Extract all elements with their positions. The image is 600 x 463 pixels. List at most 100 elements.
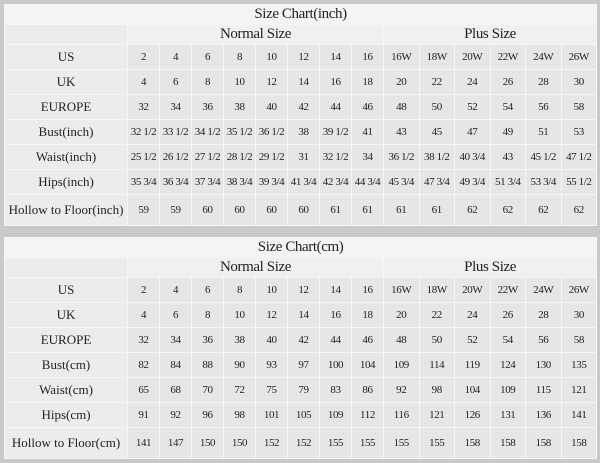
size-cell: 8 (223, 277, 256, 303)
size-cell: 39 3/4 (255, 169, 288, 195)
size-cell: 22 (418, 69, 455, 95)
size-cell: 92 (159, 402, 192, 428)
size-cell: 48 (383, 327, 420, 353)
row-label: Bust(cm) (4, 352, 128, 378)
row-label: US (4, 277, 128, 303)
row-label: US (4, 44, 128, 70)
size-cell: 44 (319, 94, 352, 120)
row-label: Hollow to Floor(cm) (4, 427, 128, 459)
table-row: UK 4 6 8 10 12 14 16 18 20 22 24 26 28 30 (4, 302, 598, 328)
group-plus-size: Plus Size (382, 257, 598, 278)
size-cell: 6 (191, 44, 224, 70)
size-cell: 30 (560, 69, 598, 95)
size-cell: 10 (255, 277, 288, 303)
size-cell: 18 (351, 302, 384, 328)
size-cell: 48 (383, 94, 420, 120)
table-row: Hollow to Floor(cm) 141 147 150 150 152 152 155… (4, 427, 598, 459)
size-cell: 141 (560, 402, 598, 428)
size-cell: 155 (319, 427, 352, 459)
table-row: UK 4 6 8 10 12 14 16 18 20 22 24 26 28 30 (4, 69, 598, 95)
size-cell: 114 (418, 352, 455, 378)
size-cell: 150 (191, 427, 224, 459)
size-cell: 98 (418, 377, 455, 403)
table-row: US 2 4 6 8 10 12 14 16 16W 18W 20W 22W 24W 26W (4, 277, 598, 303)
row-label: Waist(inch) (4, 144, 128, 170)
size-cell: 115 (525, 377, 562, 403)
size-cell: 158 (560, 427, 598, 459)
size-cell: 12 (287, 44, 320, 70)
size-cell: 84 (159, 352, 192, 378)
chart-title: Size Chart(inch) (3, 4, 598, 25)
size-cell: 44 (319, 327, 352, 353)
table-row: Bust(cm) 82 84 88 90 93 97 100 104 109 114 119 124 13… (4, 352, 598, 378)
row-label: Hollow to Floor(inch) (4, 194, 128, 226)
size-cell: 18W (418, 44, 455, 70)
table-row: EUROPE 32 34 36 38 40 42 44 46 48 50 52 54 56 58 (4, 327, 598, 353)
size-cell: 40 3/4 (454, 144, 491, 170)
size-cell: 2 (127, 277, 160, 303)
size-cell: 14 (319, 44, 352, 70)
size-cell: 54 (489, 327, 526, 353)
size-cell: 26W (560, 277, 598, 303)
size-cell: 147 (159, 427, 192, 459)
size-cell: 42 3/4 (319, 169, 352, 195)
size-cell: 32 (127, 327, 160, 353)
size-cell: 49 (489, 119, 526, 145)
size-cell: 58 (560, 94, 598, 120)
size-cell: 8 (191, 302, 224, 328)
size-cell: 49 3/4 (454, 169, 491, 195)
size-cell: 41 (351, 119, 384, 145)
size-cell: 34 1/2 (191, 119, 224, 145)
size-cell: 131 (489, 402, 526, 428)
size-cell: 42 (287, 94, 320, 120)
size-cell: 36 3/4 (159, 169, 192, 195)
size-cell: 59 (127, 194, 160, 226)
size-cell: 33 1/2 (159, 119, 192, 145)
size-cell: 24 (454, 69, 491, 95)
size-cell: 97 (287, 352, 320, 378)
size-cell: 14 (287, 69, 320, 95)
header-blank (4, 257, 128, 278)
size-cell: 72 (223, 377, 256, 403)
size-cell: 93 (255, 352, 288, 378)
size-cell: 20 (383, 69, 420, 95)
size-cell: 16W (383, 44, 420, 70)
size-cell: 10 (223, 302, 256, 328)
size-cell: 109 (319, 402, 352, 428)
size-cell: 56 (525, 94, 562, 120)
size-cell: 109 (383, 352, 420, 378)
size-cell: 34 (159, 327, 192, 353)
size-cell: 121 (418, 402, 455, 428)
size-cell: 62 (454, 194, 491, 226)
table-row: US 2 4 6 8 10 12 14 16 16W 18W 20W 22W 24W 26W (4, 44, 598, 70)
size-cell: 62 (560, 194, 598, 226)
size-cell: 82 (127, 352, 160, 378)
size-cell: 88 (191, 352, 224, 378)
table-row: EUROPE 32 34 36 38 40 42 44 46 48 50 52 54 56 58 (4, 94, 598, 120)
table-row: Hips(cm) 91 92 96 98 101 105 109 112 116 121 126 131… (4, 402, 598, 428)
size-cell: 4 (127, 302, 160, 328)
size-cell: 83 (319, 377, 352, 403)
size-cell: 152 (287, 427, 320, 459)
size-cell: 104 (454, 377, 491, 403)
size-cell: 62 (525, 194, 562, 226)
size-cell: 54 (489, 94, 526, 120)
size-cell: 4 (159, 44, 192, 70)
size-cell: 86 (351, 377, 384, 403)
size-cell: 152 (255, 427, 288, 459)
size-cell: 4 (159, 277, 192, 303)
size-cell: 10 (223, 69, 256, 95)
size-cell: 60 (223, 194, 256, 226)
size-cell: 42 (287, 327, 320, 353)
size-cell: 47 3/4 (418, 169, 455, 195)
header-blank (4, 24, 128, 45)
size-cell: 25 1/2 (127, 144, 160, 170)
size-cell: 53 3/4 (525, 169, 562, 195)
size-cell: 37 3/4 (191, 169, 224, 195)
size-cell: 126 (454, 402, 491, 428)
size-cell: 4 (127, 69, 160, 95)
size-cell: 8 (191, 69, 224, 95)
size-cell: 59 (159, 194, 192, 226)
size-cell: 79 (287, 377, 320, 403)
row-label: Hips(cm) (4, 402, 128, 428)
